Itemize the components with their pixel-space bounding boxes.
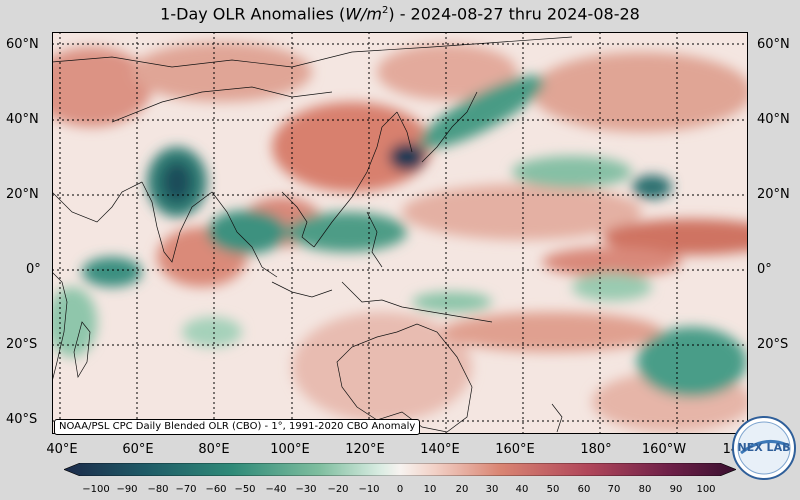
lat-label-left: 60°N [6, 37, 39, 52]
lon-label: 160°W [641, 442, 687, 457]
anomaly-field [52, 42, 748, 432]
colorbar-tick: −20 [327, 484, 349, 495]
colorbar-tick: 80 [638, 484, 652, 495]
colorbar-tick: −40 [265, 484, 287, 495]
lon-label: 80°E [198, 442, 230, 457]
colorbar-tick: −100 [82, 484, 110, 495]
colorbar-tick: −50 [234, 484, 256, 495]
lon-label: 140°E [420, 442, 460, 457]
colorbar-tick: 60 [577, 484, 591, 495]
lon-label: 100°E [270, 442, 310, 457]
olr-anomaly-map [52, 32, 748, 434]
lat-label-right: 40°N [757, 112, 790, 127]
lat-label-left: 40°S [6, 412, 38, 427]
lat-label-right: 20°S [757, 337, 789, 352]
lat-label-left: 0° [26, 262, 41, 277]
colorbar-tick: −80 [147, 484, 169, 495]
colorbar-tick: 90 [669, 484, 683, 495]
colorbar-tick: 0 [396, 484, 404, 495]
colorbar-tick: 100 [696, 484, 716, 495]
colorbar-tick: 20 [455, 484, 469, 495]
colorbar-gradient [64, 463, 736, 476]
colorbar-tick: −30 [295, 484, 317, 495]
lon-label: 40°E [46, 442, 78, 457]
colorbar-tick: 30 [485, 484, 499, 495]
logo-text: NEX LAB [738, 441, 791, 454]
colorbar-tick: −90 [116, 484, 138, 495]
lat-label-left: 20°S [6, 337, 38, 352]
noaa-lab-logo: NEX LAB [732, 416, 796, 480]
colorbar-tick: 10 [423, 484, 437, 495]
colorbar-tick: 50 [546, 484, 560, 495]
lat-label-left: 40°N [6, 112, 39, 127]
lat-label-right: 60°N [757, 37, 790, 52]
lat-label-left: 20°N [6, 187, 39, 202]
colorbar-tick: 70 [607, 484, 621, 495]
colorbar-tick: −70 [175, 484, 197, 495]
colorbar-tick: −60 [205, 484, 227, 495]
lon-label: 160°E [495, 442, 535, 457]
graticule [52, 32, 748, 434]
colorbar-tick: 40 [515, 484, 529, 495]
lon-label: 120°E [345, 442, 385, 457]
source-label: NOAA/PSL CPC Daily Blended OLR (CBO) - 1… [54, 419, 421, 435]
map-title: 1-Day OLR Anomalies (W/m2) - 2024-08-27 … [160, 4, 640, 24]
colorbar [64, 463, 736, 476]
lon-label: 180° [580, 442, 612, 457]
lat-label-right: 20°N [757, 187, 790, 202]
colorbar-tick: −10 [358, 484, 380, 495]
lon-label: 60°E [122, 442, 154, 457]
lat-label-right: 0° [757, 262, 772, 277]
